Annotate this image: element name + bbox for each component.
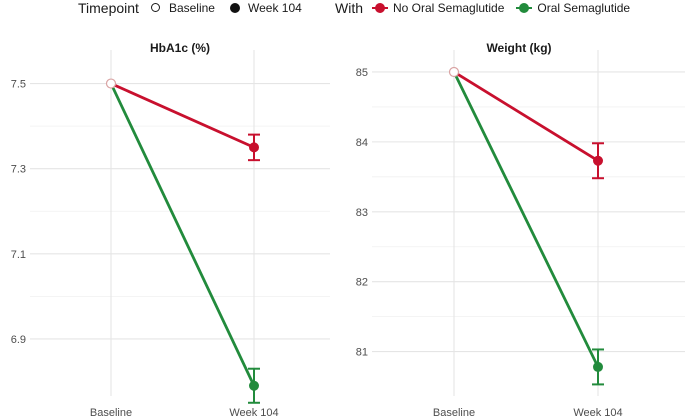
series-line-1 [452,70,600,369]
x-tick-label: Week 104 [229,407,278,418]
y-tick-label: 81 [356,347,368,359]
legend-baseline-label: Baseline [168,1,215,15]
week104-filled-circle-icon [227,0,243,16]
baseline-open-circle-icon [148,0,164,16]
x-tick-label: Baseline [90,407,132,418]
x-tick-label: Week 104 [573,407,622,418]
legend-no-oral-label: No Oral Semaglutide [393,1,505,15]
y-tick-label: 7.5 [11,79,26,91]
y-tick-label: 83 [356,207,368,219]
x-tick-label: Baseline [433,407,475,418]
y-tick-label: 85 [356,67,368,79]
series-line-0 [452,70,600,163]
legend-oral-label: Oral Semaglutide [537,1,631,15]
panel-title: Weight (kg) [486,41,551,55]
week104-point-0 [593,155,603,166]
baseline-point [105,78,117,89]
legend-week104-label: Week 104 [247,1,302,15]
y-tick-label: 7.3 [11,164,26,176]
oral-line-icon [516,0,533,16]
y-tick-label: 7.1 [11,249,26,261]
legend-timepoint: Timepoint Baseline Week 104 [78,0,314,16]
series-line-1 [109,82,256,388]
y-tick-label: 82 [356,277,368,289]
no-oral-line-icon [372,0,388,16]
legend: Timepoint Baseline Week 104 With No Oral… [0,0,685,20]
legend-with-title: With [335,0,363,16]
legend-timepoint-title: Timepoint [78,0,139,16]
panel-title: HbA1c (%) [150,41,210,55]
week104-point-1 [593,361,603,372]
y-tick-label: 84 [356,137,368,149]
panel-1: 6.9 7.1 7.3 7.5 Baseline Week 104 HbA1c (%) [11,41,330,418]
week104-point-0 [249,142,259,153]
baseline-point [448,66,460,78]
panel-2: 81 82 83 84 85 Baseline Week 104 Weight (kg) [356,41,685,418]
week104-point-1 [249,380,259,391]
legend-with: With No Oral Semaglutide Oral Semaglutid… [335,0,642,16]
series-line-0 [109,82,256,149]
y-tick-label: 6.9 [11,334,26,346]
